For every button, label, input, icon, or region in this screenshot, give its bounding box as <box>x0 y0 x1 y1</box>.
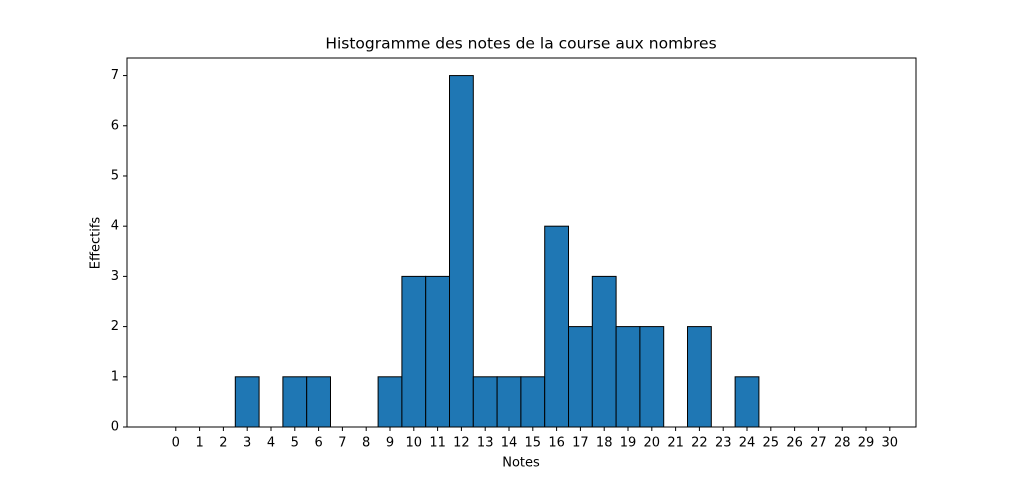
x-tick-label: 18 <box>596 436 613 451</box>
x-tick-label: 2 <box>219 436 227 451</box>
bar <box>639 326 665 428</box>
x-tick-label: 28 <box>834 436 851 451</box>
bar <box>496 376 522 428</box>
bar <box>734 376 760 428</box>
x-tick-label: 25 <box>763 436 780 451</box>
x-tick-label: 30 <box>882 436 899 451</box>
y-tick-label: 1 <box>111 369 119 384</box>
bar <box>282 376 308 428</box>
x-tick-label: 29 <box>858 436 875 451</box>
x-tick-label: 12 <box>453 436 470 451</box>
x-tick-label: 17 <box>572 436 589 451</box>
x-tick-label: 21 <box>667 436 684 451</box>
x-tick-label: 10 <box>406 436 423 451</box>
x-tick-label: 8 <box>362 436 370 451</box>
y-tick-label: 0 <box>111 420 119 435</box>
bar <box>449 75 474 428</box>
x-tick-label: 27 <box>810 436 827 451</box>
x-tick-label: 11 <box>429 436 446 451</box>
bar <box>568 326 593 428</box>
x-tick-label: 19 <box>620 436 637 451</box>
x-tick-label: 4 <box>267 436 275 451</box>
x-tick-label: 15 <box>525 436 542 451</box>
x-tick-label: 7 <box>338 436 346 451</box>
x-tick-label: 14 <box>501 436 518 451</box>
bar <box>306 376 331 428</box>
x-axis-label: Notes <box>502 456 540 471</box>
x-tick-label: 9 <box>386 436 394 451</box>
y-tick-label: 6 <box>111 118 119 133</box>
bar <box>544 225 570 428</box>
y-tick-label: 4 <box>111 219 119 234</box>
bar <box>520 376 546 428</box>
y-tick-label: 5 <box>111 168 119 183</box>
bar <box>401 275 427 428</box>
bar <box>234 376 260 428</box>
plot-frame <box>126 57 917 428</box>
x-tick-label: 5 <box>291 436 299 451</box>
x-tick-label: 6 <box>314 436 322 451</box>
y-tick-label: 3 <box>111 269 119 284</box>
x-tick-label: 26 <box>786 436 803 451</box>
bar <box>377 376 403 428</box>
bar <box>472 376 498 428</box>
x-tick-label: 16 <box>548 436 565 451</box>
x-tick-label: 20 <box>644 436 661 451</box>
y-axis-label: Effectifs <box>89 217 104 270</box>
x-tick-label: 0 <box>172 436 180 451</box>
y-tick-label: 7 <box>111 68 119 83</box>
bar <box>425 275 451 428</box>
x-tick-label: 3 <box>243 436 251 451</box>
x-tick-label: 13 <box>477 436 494 451</box>
x-tick-label: 1 <box>195 436 203 451</box>
chart-title: Histogramme des notes de la course aux n… <box>325 35 716 53</box>
x-tick-label: 23 <box>715 436 732 451</box>
bar <box>687 326 712 428</box>
bar <box>615 326 641 428</box>
x-tick-label: 24 <box>739 436 756 451</box>
bar <box>591 275 617 428</box>
x-tick-label: 22 <box>691 436 708 451</box>
y-tick-label: 2 <box>111 319 119 334</box>
